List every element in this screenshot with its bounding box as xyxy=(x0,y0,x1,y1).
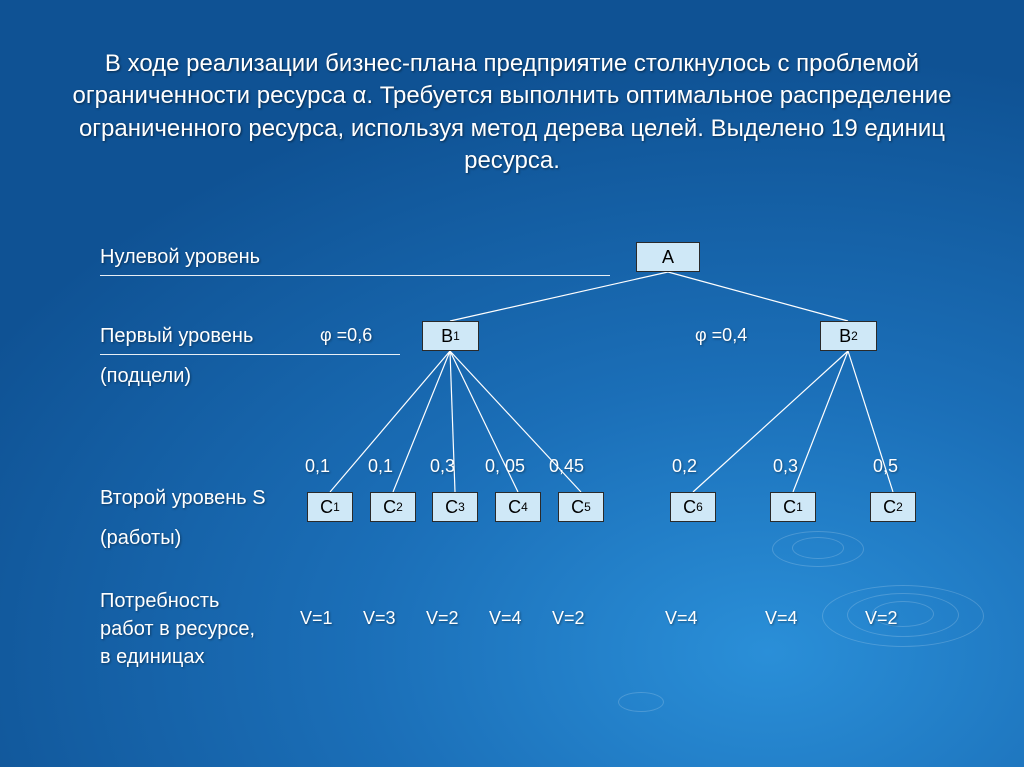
node-c4: C4 xyxy=(495,492,541,522)
node-c8: C2 xyxy=(870,492,916,522)
v-c5: V=2 xyxy=(552,608,585,629)
v-c2: V=3 xyxy=(363,608,396,629)
need-label-a: Потребность xyxy=(100,590,219,613)
node-b1: B1 xyxy=(422,321,479,351)
phi-b1: φ =0,6 xyxy=(320,325,372,346)
weight-c4: 0, 05 xyxy=(485,456,525,477)
node-c2: C2 xyxy=(370,492,416,522)
v-c1: V=1 xyxy=(300,608,333,629)
need-label-b: работ в ресурсе, xyxy=(100,618,255,641)
slide-title: В ходе реализации бизнес-плана предприят… xyxy=(60,48,964,178)
level0-rule xyxy=(100,275,610,276)
weight-c8: 0,5 xyxy=(873,456,898,477)
v-c3: V=2 xyxy=(426,608,459,629)
weight-c5: 0,45 xyxy=(549,456,584,477)
level2-label-a: Второй уровень S xyxy=(100,487,266,510)
weight-c1: 0,1 xyxy=(305,456,330,477)
weight-c2: 0,1 xyxy=(368,456,393,477)
v-c7: V=4 xyxy=(765,608,798,629)
slide: В ходе реализации бизнес-плана предприят… xyxy=(0,0,1024,767)
level2-label-b: (работы) xyxy=(100,527,181,550)
v-c4: V=4 xyxy=(489,608,522,629)
need-label-c: в единицах xyxy=(100,646,205,669)
weight-c3: 0,3 xyxy=(430,456,455,477)
phi-b2: φ =0,4 xyxy=(695,325,747,346)
weight-c6: 0,2 xyxy=(672,456,697,477)
node-c5: C5 xyxy=(558,492,604,522)
weight-c7: 0,3 xyxy=(773,456,798,477)
level1-rule xyxy=(100,354,400,355)
ripple-decor xyxy=(618,692,664,712)
node-a: A xyxy=(636,242,700,272)
level0-label: Нулевой уровень xyxy=(100,246,260,269)
node-b2: B2 xyxy=(820,321,877,351)
node-c6: C6 xyxy=(670,492,716,522)
v-c6: V=4 xyxy=(665,608,698,629)
node-c3: C3 xyxy=(432,492,478,522)
level1-label-b: (подцели) xyxy=(100,365,191,388)
node-c7: C1 xyxy=(770,492,816,522)
node-c1: C1 xyxy=(307,492,353,522)
ripple-decor xyxy=(792,537,844,559)
level1-label-a: Первый уровень xyxy=(100,325,253,348)
v-c8: V=2 xyxy=(865,608,898,629)
